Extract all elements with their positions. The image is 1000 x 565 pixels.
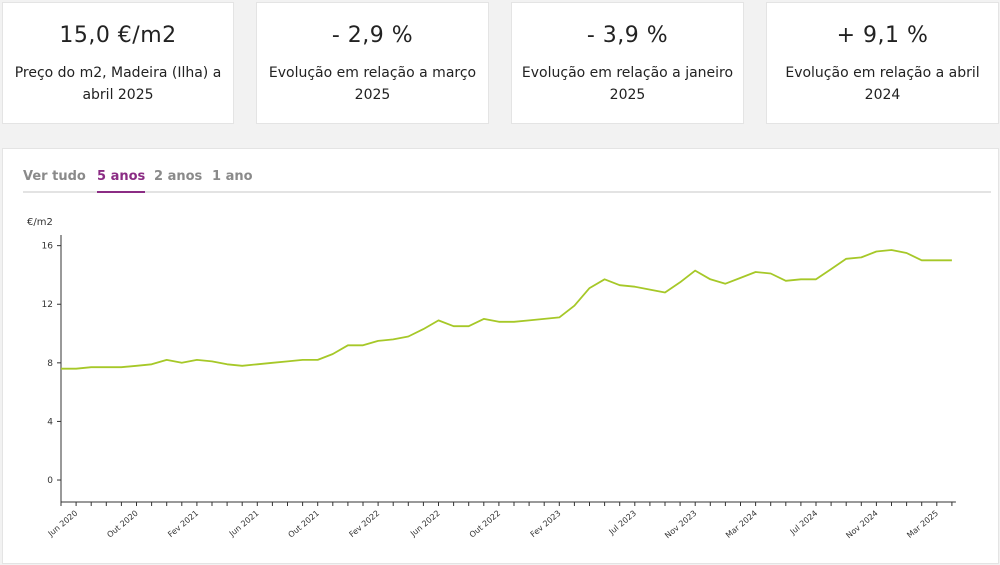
x-tick-label: Mar 2025 xyxy=(905,509,940,540)
x-tick-label: Out 2022 xyxy=(468,509,502,540)
y-tick-label: 4 xyxy=(47,417,53,427)
x-tick-label: Mar 2024 xyxy=(724,509,759,540)
x-tick-label: Fev 2023 xyxy=(529,509,563,540)
kpi-label: Preço do m2, Madeira (Ilha) a abril 2025 xyxy=(14,65,222,103)
kpi-card-quarter: - 3,9 % Evolução em relação a janeiro 20… xyxy=(511,2,744,124)
x-tick-label: Fev 2022 xyxy=(347,509,381,540)
kpi-value: - 2,9 % xyxy=(331,23,414,48)
tab-5-years[interactable]: 5 anos xyxy=(97,169,146,193)
kpi-value: 15,0 €/m2 xyxy=(59,23,177,48)
y-tick-label: 0 xyxy=(47,476,53,486)
price-line-chart: €/m2 0 4 8 12 16 Jun 2020 Out 2020 Fev 2021 Jun 2… xyxy=(27,217,956,541)
kpi-label: Evolução em relação a abril 2024 xyxy=(785,65,980,103)
x-tick-label: Jun 2022 xyxy=(408,509,442,539)
y-tick-label: 16 xyxy=(42,242,54,252)
x-tick-label: Fev 2021 xyxy=(166,509,200,540)
kpi-card-year: + 9,1 % Evolução em relação a abril 2024 xyxy=(766,2,999,124)
kpi-value: - 3,9 % xyxy=(586,23,669,48)
x-tick-label: Jul 2023 xyxy=(607,509,638,537)
x-tick-label: Jun 2020 xyxy=(46,509,80,539)
kpi-label: Evolução em relação a março 2025 xyxy=(268,65,477,103)
tab-2-years[interactable]: 2 anos xyxy=(154,169,203,184)
x-tick-label: Out 2021 xyxy=(287,509,321,540)
y-axis-unit-label: €/m2 xyxy=(27,217,53,228)
x-tick-label: Jun 2021 xyxy=(227,509,261,539)
tab-1-year[interactable]: 1 ano xyxy=(212,169,253,184)
period-tabs: Ver tudo 5 anos 2 anos 1 ano xyxy=(23,169,991,193)
kpi-card-month: - 2,9 % Evolução em relação a março 2025 xyxy=(256,2,489,124)
kpi-card-price: 15,0 €/m2 Preço do m2, Madeira (Ilha) a … xyxy=(2,2,234,124)
price-series-line xyxy=(61,249,952,370)
x-tick-label: Nov 2023 xyxy=(663,509,698,541)
x-tick-label: Out 2020 xyxy=(105,509,139,540)
y-tick-label: 8 xyxy=(47,359,53,369)
y-tick-label: 12 xyxy=(42,300,53,310)
kpi-label: Evolução em relação a janeiro 2025 xyxy=(521,65,734,103)
x-tick-label: Nov 2024 xyxy=(844,509,879,541)
tab-all[interactable]: Ver tudo xyxy=(23,169,86,184)
kpi-value: + 9,1 % xyxy=(836,23,929,48)
x-tick-label: Jul 2024 xyxy=(788,509,819,537)
chart-panel: Ver tudo 5 anos 2 anos 1 ano €/m2 0 4 8 12 16… xyxy=(2,148,999,564)
